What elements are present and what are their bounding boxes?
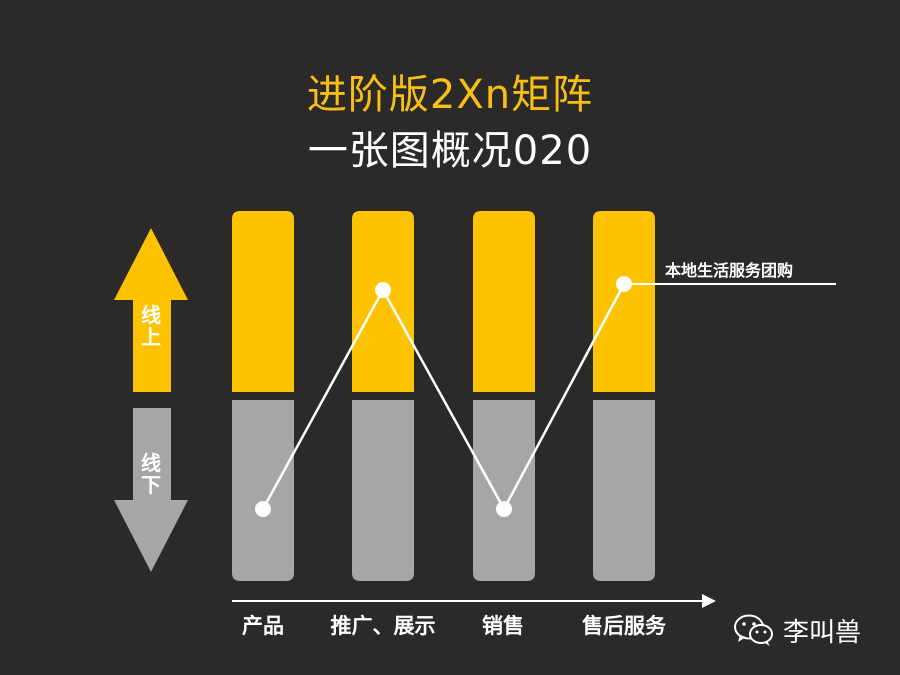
category-sales: 销售 bbox=[482, 614, 524, 638]
brand-name: 李叫兽 bbox=[783, 617, 862, 648]
journey-line bbox=[261, 283, 626, 512]
category-after-sales: 售后服务 bbox=[582, 614, 666, 638]
column-online-sales bbox=[473, 211, 535, 392]
down-arrow bbox=[114, 408, 188, 572]
category-product: 产品 bbox=[242, 614, 284, 638]
up-arrow bbox=[114, 228, 188, 392]
title-sub: 一张图概况020 bbox=[307, 128, 593, 174]
journey-node-promotion bbox=[375, 282, 391, 298]
label-offline: 线下 bbox=[141, 451, 161, 497]
column-offline-after-sales bbox=[593, 400, 655, 581]
column-offline-sales bbox=[473, 400, 535, 581]
column-online-product bbox=[232, 211, 294, 392]
annotation-label: 本地生活服务团购 bbox=[665, 261, 794, 280]
column-online-after-sales bbox=[593, 211, 655, 392]
journey-node-product bbox=[255, 501, 271, 517]
journey-node-sales bbox=[496, 501, 512, 517]
brand: 李叫兽 bbox=[733, 610, 861, 650]
wechat-icon bbox=[734, 614, 773, 646]
column-offline-promotion bbox=[352, 400, 414, 581]
category-promotion: 推广、展示 bbox=[330, 614, 436, 638]
stage-axis-arrowhead bbox=[702, 594, 716, 608]
label-online: 线上 bbox=[141, 303, 161, 349]
column-online-promotion bbox=[352, 211, 414, 392]
column-offline-product bbox=[232, 400, 294, 581]
title-main: 进阶版2Xn矩阵 bbox=[306, 72, 594, 118]
